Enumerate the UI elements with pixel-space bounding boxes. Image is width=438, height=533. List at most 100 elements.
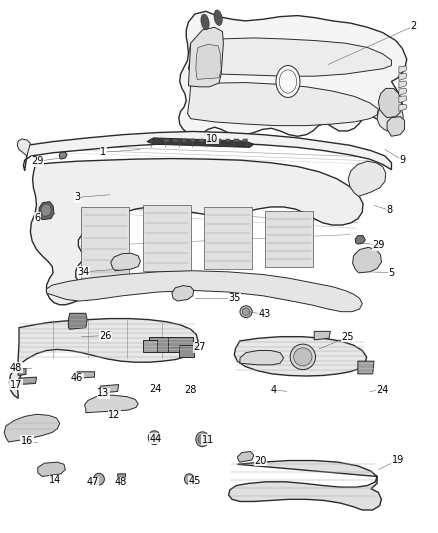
Polygon shape: [348, 161, 386, 196]
Text: 47: 47: [86, 478, 99, 487]
Polygon shape: [399, 66, 407, 73]
Polygon shape: [199, 140, 204, 142]
Polygon shape: [377, 102, 403, 131]
Polygon shape: [191, 140, 195, 142]
Text: 24: 24: [377, 385, 389, 395]
Polygon shape: [188, 38, 392, 76]
Polygon shape: [314, 332, 330, 340]
Polygon shape: [149, 337, 173, 352]
Polygon shape: [30, 159, 363, 305]
Text: 29: 29: [32, 156, 44, 166]
Text: 2: 2: [410, 21, 417, 31]
Text: 5: 5: [389, 268, 395, 278]
Text: 44: 44: [149, 434, 162, 444]
Polygon shape: [100, 384, 119, 393]
Polygon shape: [226, 140, 230, 142]
Polygon shape: [18, 368, 26, 375]
Polygon shape: [179, 345, 194, 357]
Polygon shape: [387, 117, 405, 136]
Polygon shape: [143, 340, 157, 352]
Text: 10: 10: [206, 134, 219, 144]
Text: 24: 24: [149, 384, 162, 394]
Ellipse shape: [240, 306, 252, 318]
Ellipse shape: [196, 432, 209, 447]
Text: 28: 28: [184, 385, 197, 395]
Polygon shape: [39, 201, 54, 220]
Text: 19: 19: [392, 455, 404, 465]
Polygon shape: [204, 207, 252, 269]
Polygon shape: [118, 474, 126, 481]
Text: 35: 35: [228, 293, 240, 303]
Text: 1: 1: [100, 147, 106, 157]
Text: 29: 29: [372, 240, 385, 250]
Text: 43: 43: [259, 309, 271, 319]
Text: 26: 26: [99, 330, 112, 341]
Polygon shape: [234, 337, 367, 376]
Ellipse shape: [150, 433, 158, 442]
Text: 16: 16: [21, 436, 33, 446]
Text: 17: 17: [10, 379, 22, 390]
Text: 25: 25: [342, 332, 354, 342]
Text: 20: 20: [254, 456, 267, 465]
Text: 45: 45: [189, 477, 201, 486]
Polygon shape: [229, 461, 381, 510]
Polygon shape: [77, 372, 95, 378]
Text: 46: 46: [71, 373, 83, 383]
Polygon shape: [355, 236, 365, 244]
Polygon shape: [187, 83, 378, 126]
Text: 8: 8: [386, 205, 392, 215]
Text: 12: 12: [108, 410, 120, 421]
Polygon shape: [237, 451, 254, 462]
Polygon shape: [399, 74, 407, 80]
Text: 27: 27: [193, 342, 205, 352]
Ellipse shape: [276, 66, 300, 98]
Text: 13: 13: [97, 388, 110, 398]
Text: 34: 34: [78, 267, 90, 277]
Ellipse shape: [201, 14, 209, 30]
Polygon shape: [240, 351, 284, 365]
Polygon shape: [353, 247, 381, 273]
Polygon shape: [38, 462, 65, 477]
Polygon shape: [234, 140, 239, 142]
Ellipse shape: [198, 434, 207, 444]
Polygon shape: [173, 140, 177, 142]
Polygon shape: [46, 271, 362, 312]
Polygon shape: [164, 140, 169, 142]
Polygon shape: [147, 138, 254, 148]
Text: 48: 48: [10, 362, 22, 373]
Polygon shape: [81, 207, 130, 280]
Polygon shape: [85, 395, 138, 413]
Polygon shape: [265, 211, 313, 266]
Polygon shape: [188, 27, 223, 87]
Polygon shape: [358, 361, 374, 374]
Text: 3: 3: [74, 192, 80, 203]
Polygon shape: [179, 11, 407, 136]
Ellipse shape: [293, 348, 312, 366]
Text: 9: 9: [399, 155, 406, 165]
Polygon shape: [378, 88, 402, 118]
Polygon shape: [172, 286, 194, 301]
Polygon shape: [182, 140, 186, 142]
Ellipse shape: [214, 10, 222, 26]
Polygon shape: [208, 140, 212, 142]
Text: 4: 4: [271, 385, 277, 395]
Polygon shape: [399, 88, 407, 95]
Ellipse shape: [184, 474, 194, 484]
Text: 11: 11: [202, 435, 214, 445]
Ellipse shape: [290, 344, 315, 369]
Polygon shape: [111, 253, 141, 271]
Polygon shape: [41, 204, 51, 216]
Polygon shape: [23, 132, 392, 171]
Text: 6: 6: [35, 213, 41, 223]
Polygon shape: [59, 152, 67, 159]
Polygon shape: [243, 140, 247, 142]
Ellipse shape: [242, 308, 250, 316]
Polygon shape: [4, 414, 60, 442]
Polygon shape: [10, 319, 198, 398]
Polygon shape: [217, 140, 221, 142]
Text: 14: 14: [49, 475, 61, 485]
Text: 48: 48: [115, 478, 127, 487]
Polygon shape: [399, 96, 407, 103]
Ellipse shape: [93, 473, 104, 485]
Ellipse shape: [148, 431, 160, 445]
